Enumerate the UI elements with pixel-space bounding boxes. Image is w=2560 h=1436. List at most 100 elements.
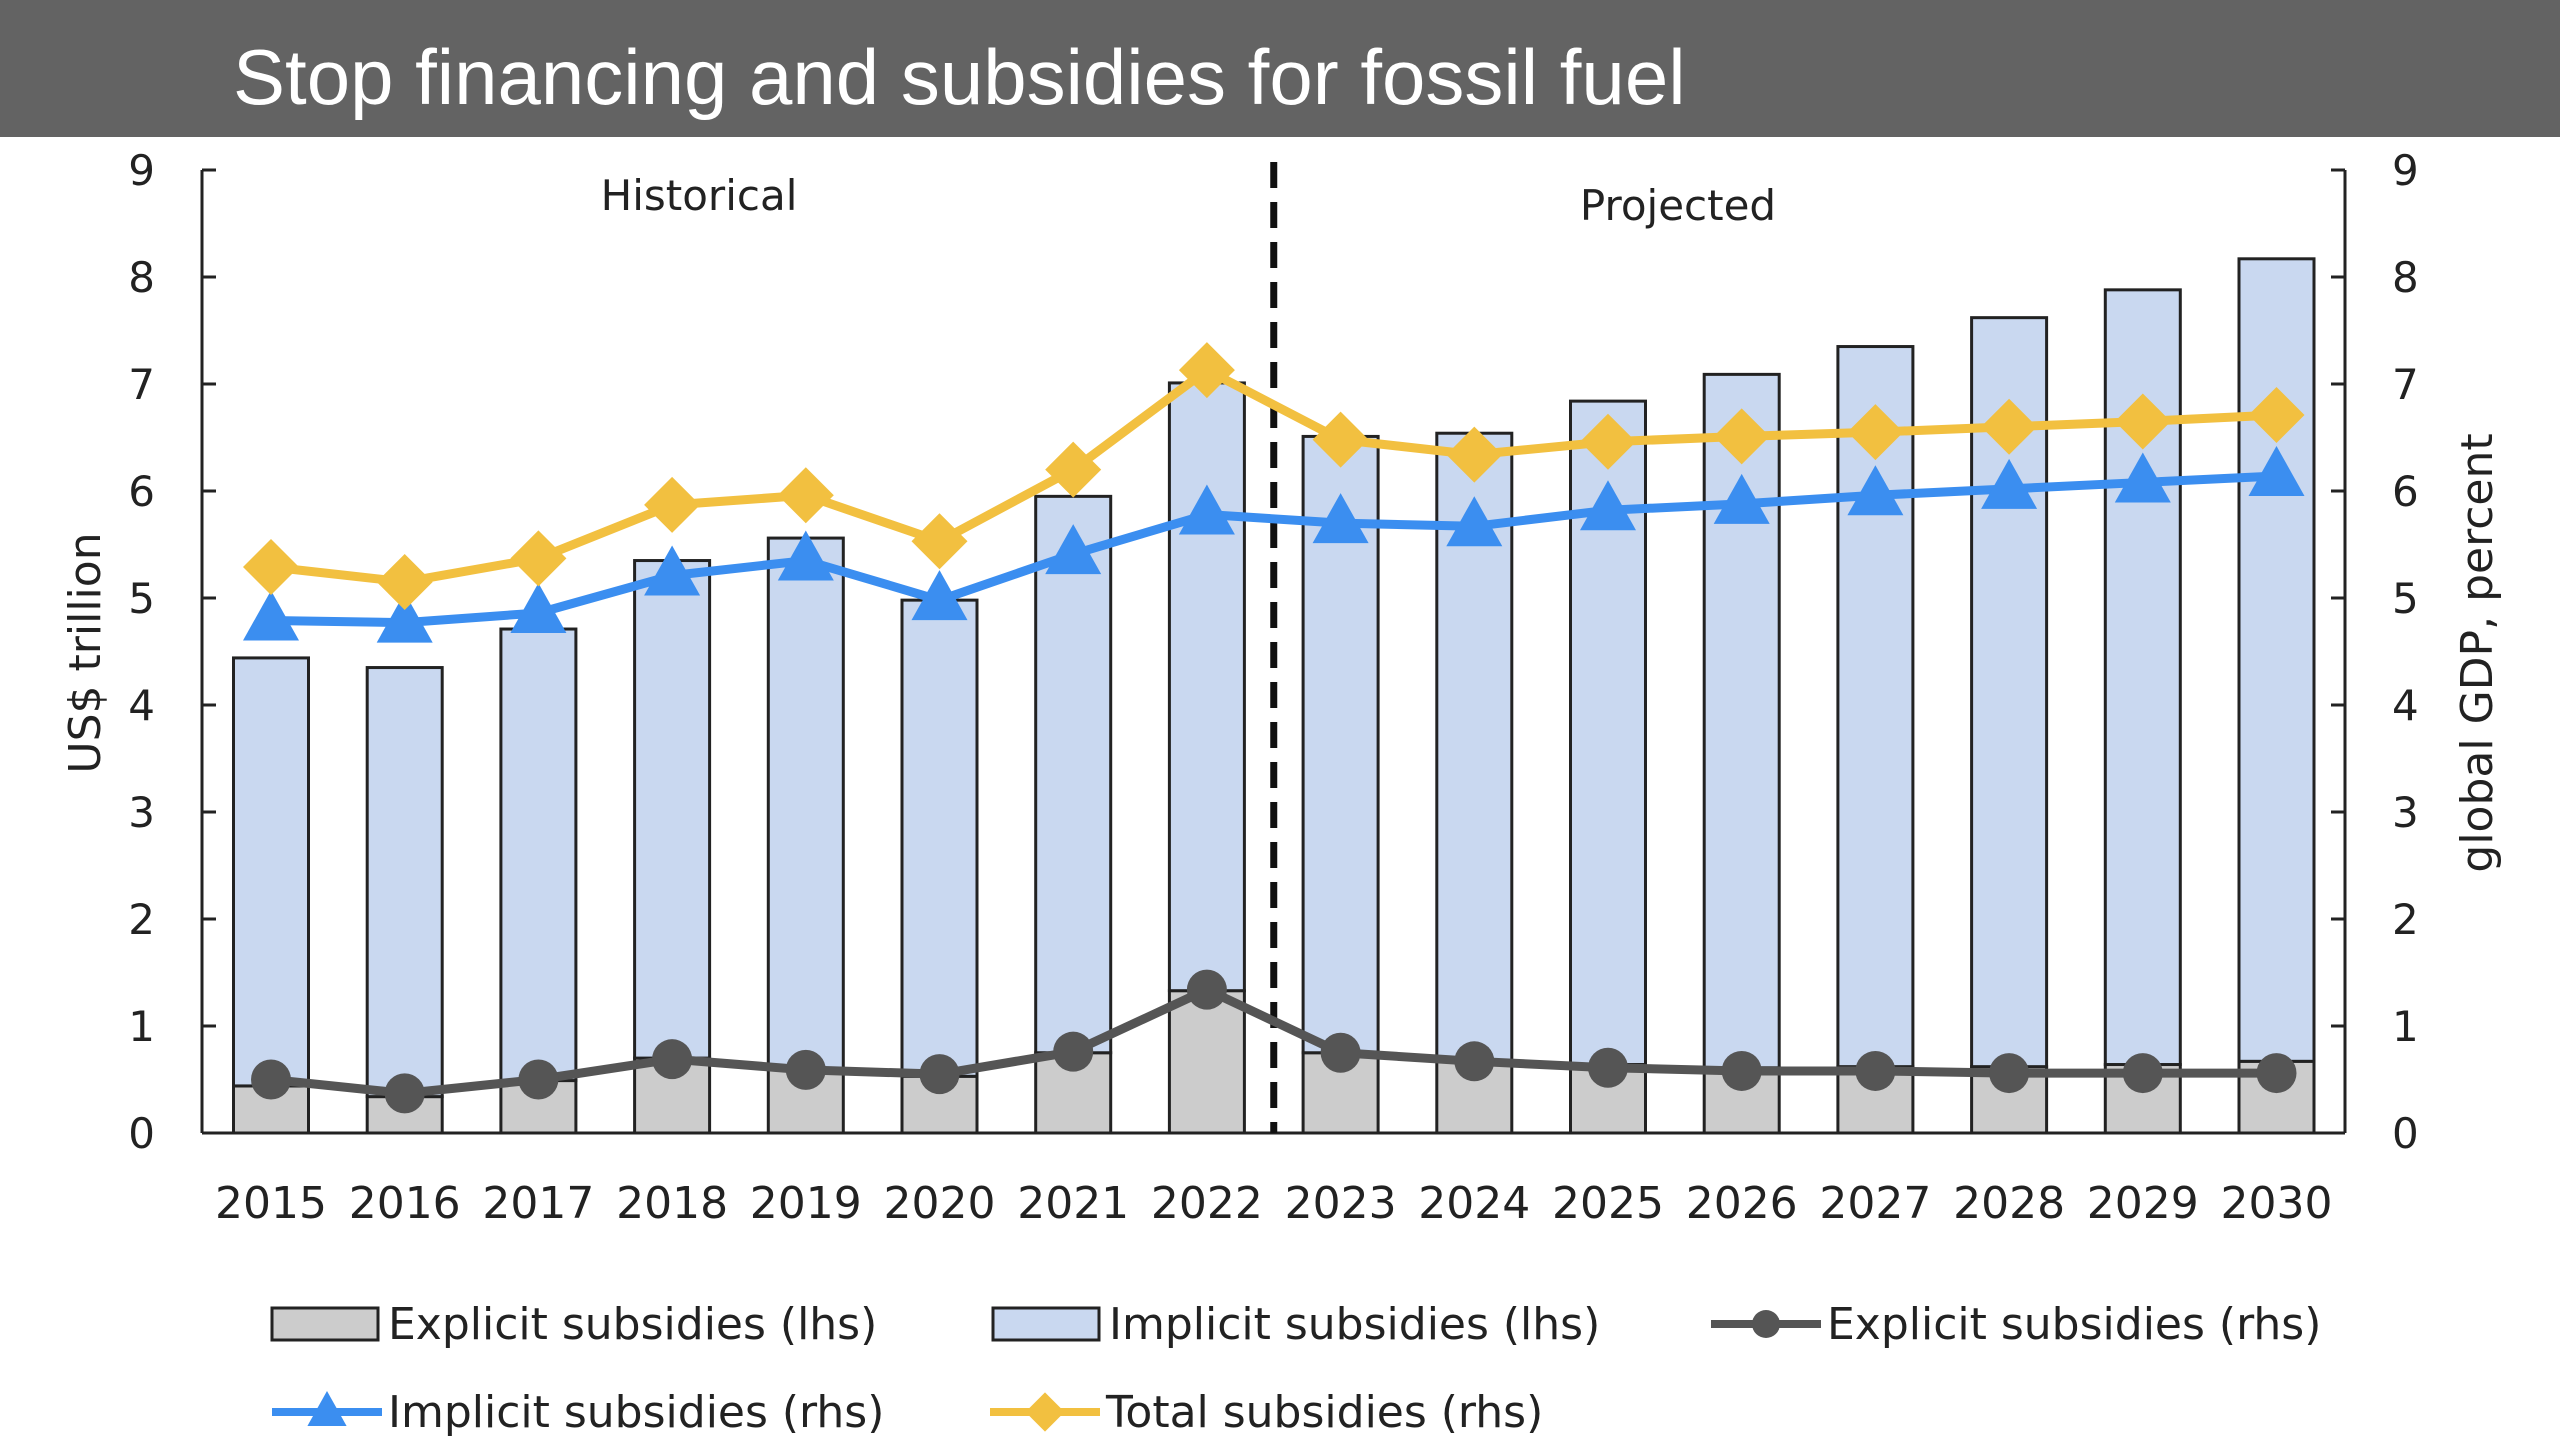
y-tick-label-left: 2: [128, 895, 155, 944]
point-diamond-2021: [1045, 441, 1102, 498]
legend-label: Implicit subsidies (rhs): [388, 1387, 884, 1436]
point-diamond-2030: [2248, 387, 2305, 444]
point-circle-2017: [518, 1059, 559, 1100]
bar-implicit-2030: [2237, 257, 2316, 1063]
point-circle-2023: [1320, 1032, 1361, 1073]
bar-implicit-2015: [232, 656, 310, 1088]
x-tick-label: 2023: [1285, 1178, 1397, 1229]
annotation-historical: Historical: [601, 171, 798, 220]
bar-implicit-2020: [900, 598, 979, 1078]
y-tick-label-right: 1: [2392, 1002, 2419, 1051]
point-circle-2022: [1186, 969, 1227, 1010]
y-tick-label-left: 4: [128, 681, 155, 730]
legend-label: Total subsidies (rhs): [1105, 1387, 1543, 1436]
point-triangle-2015: [243, 590, 299, 641]
x-tick-label: 2021: [1017, 1178, 1129, 1229]
y-tick-label-right: 2: [2392, 895, 2419, 944]
bar-implicit-2016: [365, 666, 444, 1099]
x-tick-label: 2025: [1552, 1178, 1664, 1229]
legend-swatch: [991, 1306, 1101, 1342]
point-triangle-2016: [376, 592, 433, 643]
point-triangle-2021: [1045, 524, 1102, 575]
point-circle-2028: [1989, 1053, 2030, 1094]
point-diamond-2022: [1178, 342, 1235, 399]
point-circle-2021: [1053, 1031, 1094, 1072]
page-title: Stop financing and subsidies for fossil …: [233, 33, 1686, 121]
x-tick-label: 2020: [884, 1178, 996, 1229]
point-diamond-2020: [911, 513, 968, 570]
point-triangle-2018: [644, 545, 701, 596]
point-circle-2024: [1454, 1041, 1495, 1082]
bar-implicit-2018: [633, 559, 712, 1060]
y-tick-label-right: 0: [2392, 1109, 2419, 1158]
y-tick-label-left: 9: [128, 146, 155, 195]
legend-swatch: [270, 1306, 380, 1342]
legend-item: Implicit subsidies (lhs): [991, 1299, 1600, 1350]
legend-item: Total subsidies (rhs): [990, 1387, 1543, 1436]
legend-marker-icon: [1025, 1392, 1065, 1432]
point-triangle-2019: [777, 530, 834, 581]
point-diamond-2024: [1446, 426, 1503, 483]
point-diamond-2023: [1312, 411, 1369, 468]
bar-implicit-2022: [1167, 381, 1246, 993]
y-tick-label-left: 5: [128, 574, 155, 623]
x-tick-label: 2019: [750, 1178, 862, 1229]
x-tick-label: 2027: [1819, 1178, 1931, 1229]
point-diamond-2016: [376, 553, 433, 610]
x-tick-label: 2024: [1418, 1178, 1530, 1229]
bar-implicit-2021: [1034, 494, 1113, 1055]
point-circle-2015: [251, 1059, 291, 1100]
point-triangle-2029: [2114, 452, 2171, 503]
bar-explicit-2022: [1167, 989, 1246, 1135]
legend-label: Explicit subsidies (rhs): [1827, 1299, 2321, 1350]
y-tick-label-left: 3: [128, 788, 155, 837]
point-triangle-2024: [1446, 496, 1503, 547]
line-circle-series: [270, 985, 2277, 1098]
bar-implicit-2019: [766, 536, 845, 1072]
x-tick-label: 2028: [1953, 1178, 2065, 1229]
legend-label: Explicit subsidies (lhs): [388, 1299, 877, 1350]
bar-implicit-2017: [499, 627, 578, 1083]
point-circle-2027: [1855, 1050, 1896, 1091]
point-diamond-2015: [243, 538, 299, 595]
x-tick-label: 2016: [349, 1178, 461, 1229]
point-triangle-2025: [1580, 480, 1636, 531]
legend-item: Implicit subsidies (rhs): [272, 1387, 884, 1436]
header-bar: Stop financing and subsidies for fossil …: [0, 0, 2560, 137]
y-axis-left-label: US$ trillion: [60, 532, 111, 773]
legend-label: Implicit subsidies (lhs): [1109, 1299, 1600, 1350]
point-diamond-2017: [510, 530, 567, 587]
y-tick-label-left: 8: [128, 253, 155, 302]
y-tick-label-left: 6: [128, 467, 155, 516]
x-tick-label: 2030: [2221, 1178, 2333, 1229]
point-diamond-2019: [777, 467, 834, 524]
point-diamond-2028: [1981, 398, 2038, 455]
y-tick-label-right: 7: [2392, 360, 2419, 409]
y-tick-label-left: 0: [128, 1109, 155, 1158]
point-circle-2030: [2256, 1053, 2297, 1094]
point-circle-2025: [1588, 1047, 1628, 1088]
line-diamond-series: [270, 365, 2277, 587]
legend-item: Explicit subsidies (rhs): [1711, 1299, 2321, 1350]
point-triangle-2022: [1178, 484, 1235, 535]
point-circle-2026: [1721, 1050, 1762, 1091]
x-tick-label: 2017: [482, 1178, 594, 1229]
x-tick-label: 2018: [616, 1178, 728, 1229]
y-tick-label-right: 6: [2392, 467, 2419, 516]
point-circle-2029: [2122, 1053, 2163, 1094]
annotation-projected: Projected: [1580, 181, 1776, 230]
point-triangle-2026: [1713, 473, 1770, 524]
point-diamond-2025: [1580, 413, 1636, 470]
point-triangle-2027: [1847, 465, 1904, 516]
line-triangle-series: [270, 471, 2277, 628]
x-tick-label: 2029: [2087, 1178, 2199, 1229]
point-circle-2018: [652, 1039, 693, 1080]
point-diamond-2027: [1847, 404, 1904, 461]
x-tick-label: 2015: [215, 1178, 327, 1229]
y-tick-label-right: 3: [2392, 788, 2419, 837]
legend-marker-icon: [1752, 1310, 1780, 1338]
y-tick-label-left: 7: [128, 360, 155, 409]
y-tick-label-left: 1: [128, 1002, 155, 1051]
y-tick-label-right: 9: [2392, 146, 2419, 195]
